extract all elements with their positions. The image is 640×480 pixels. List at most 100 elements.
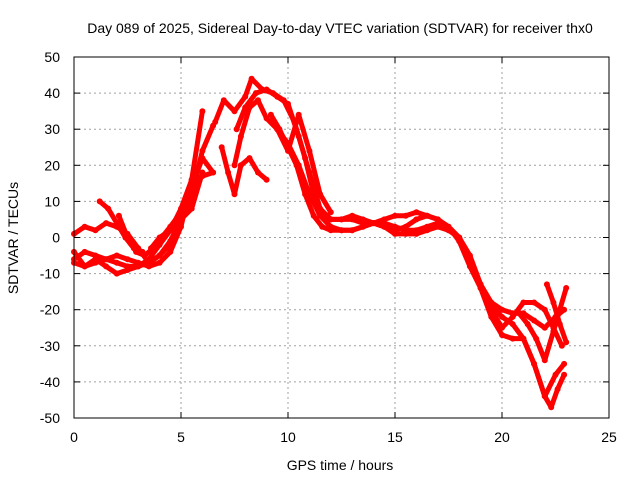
data-point <box>212 119 219 125</box>
data-point <box>274 93 281 100</box>
data-point <box>248 75 255 82</box>
data-point <box>133 248 140 255</box>
y-tick-label: 30 <box>44 121 60 137</box>
data-point <box>167 227 174 234</box>
series-line-track-3 <box>71 108 205 269</box>
data-point <box>246 155 253 162</box>
y-tick-label: 50 <box>44 49 60 65</box>
data-point <box>231 162 238 169</box>
x-tick-label: 5 <box>177 429 185 445</box>
data-point <box>499 332 505 338</box>
data-point <box>285 147 291 154</box>
data-point <box>188 205 195 212</box>
data-point <box>220 97 227 104</box>
x-tick-label: 25 <box>601 429 617 445</box>
data-point <box>558 342 565 349</box>
data-point <box>327 209 334 216</box>
data-point <box>317 212 324 219</box>
data-point <box>210 169 217 176</box>
data-point <box>317 191 324 198</box>
data-point <box>103 263 110 270</box>
x-tick-label: 15 <box>387 429 403 445</box>
data-point <box>520 299 527 306</box>
data-point <box>267 111 274 118</box>
data-point <box>413 216 420 223</box>
data-point <box>370 220 377 227</box>
data-point <box>263 115 270 122</box>
data-point <box>135 263 142 270</box>
data-point <box>225 169 232 176</box>
data-point <box>199 108 206 115</box>
data-point <box>141 252 148 259</box>
data-point <box>338 227 345 234</box>
data-point <box>92 256 99 263</box>
data-point <box>293 162 300 169</box>
data-point <box>488 306 495 313</box>
data-point <box>359 223 366 230</box>
data-point <box>556 321 563 328</box>
data-point <box>392 230 398 237</box>
data-point <box>156 252 163 259</box>
data-point <box>456 234 463 241</box>
data-point <box>199 169 206 176</box>
y-tick-label: -30 <box>40 338 60 354</box>
y-tick-label: -50 <box>40 410 60 426</box>
data-point <box>402 212 409 219</box>
data-point <box>531 317 538 324</box>
data-point <box>302 191 309 198</box>
y-tick-label: -10 <box>40 266 60 282</box>
data-point <box>124 267 131 273</box>
data-point <box>103 220 110 227</box>
data-point <box>145 256 152 263</box>
data-point <box>509 313 516 320</box>
data-point <box>541 393 548 400</box>
x-axis-title: GPS time / hours <box>287 457 394 473</box>
data-point <box>319 223 326 230</box>
data-point <box>554 386 561 393</box>
data-point <box>531 360 538 367</box>
data-point <box>124 234 131 241</box>
grid <box>74 57 609 418</box>
data-point <box>113 270 120 277</box>
data-point <box>252 90 259 97</box>
y-tick-label: -40 <box>40 374 60 390</box>
data-point <box>199 155 206 162</box>
data-point <box>148 245 154 252</box>
data-point <box>113 252 120 259</box>
data-point <box>231 191 238 198</box>
chart-title: Day 089 of 2025, Sidereal Day-to-day VTE… <box>87 20 593 36</box>
data-point <box>145 263 152 270</box>
y-tick-label: 20 <box>44 157 60 173</box>
data-point <box>550 299 557 306</box>
data-point <box>509 321 516 328</box>
data-point <box>96 198 103 205</box>
data-point <box>263 176 270 183</box>
data-point <box>103 256 110 263</box>
data-point <box>541 306 548 313</box>
data-point <box>246 104 253 111</box>
data-point <box>233 126 240 133</box>
data-point <box>531 299 538 306</box>
data-point <box>255 169 261 176</box>
data-point <box>310 212 317 219</box>
data-point <box>533 335 540 342</box>
series-line-track-13 <box>274 112 334 215</box>
data-point <box>424 227 431 234</box>
data-point <box>499 306 505 313</box>
data-point <box>105 205 112 212</box>
x-tick-label: 20 <box>494 429 510 445</box>
y-tick-label: -20 <box>40 302 60 318</box>
data-point <box>237 133 244 140</box>
data-point <box>445 227 452 234</box>
data-point <box>295 111 302 118</box>
data-point <box>295 133 302 140</box>
data-point <box>561 360 568 367</box>
data-point <box>541 357 548 364</box>
data-point <box>306 147 313 154</box>
data-point <box>274 126 281 133</box>
data-point <box>392 212 398 219</box>
data-point <box>237 162 244 169</box>
data-point <box>434 223 441 230</box>
data-point <box>548 404 555 411</box>
